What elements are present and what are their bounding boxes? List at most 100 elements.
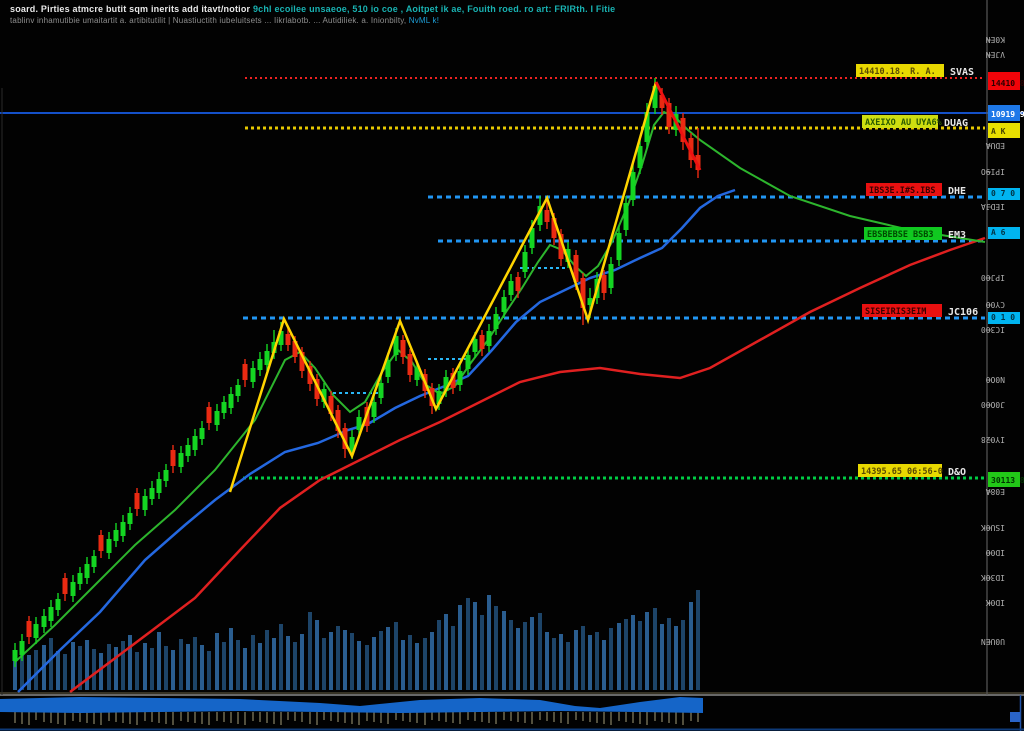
- chart-title-line1: soard. Pirties atmcre butit sqm inerits …: [10, 4, 615, 15]
- axis-tick-label: ID0O: [986, 548, 1005, 557]
- volume-bar: [179, 639, 183, 690]
- title-indicator-text: 9chl ecoilee unsaeoe, 510 io coe , Aoitp…: [252, 4, 616, 14]
- volume-bar: [444, 614, 448, 690]
- axis-price-box: [988, 472, 1020, 487]
- title-symbol-text: soard. Pirties atmcre butit sqm inerits …: [10, 4, 253, 14]
- bearish-candle: [680, 118, 686, 142]
- price-tag-text: IBS3E.I#S.IBS: [869, 186, 936, 196]
- fast-ma-line: [14, 110, 986, 663]
- volume-bar: [300, 634, 304, 690]
- volume-bar: [494, 606, 498, 690]
- bearish-candle: [407, 354, 413, 375]
- axis-price-box-text: 10919 9: [991, 110, 1024, 119]
- bullish-candle: [19, 641, 25, 655]
- volume-bar: [293, 642, 297, 690]
- price-tag-box: [856, 64, 944, 77]
- bullish-candle: [106, 539, 112, 553]
- price-tag-label: EM3: [948, 230, 966, 241]
- bearish-candle: [659, 95, 665, 108]
- axis-tick-label: K0EN: [986, 35, 1005, 44]
- bullish-candle: [501, 297, 507, 312]
- bearish-candle: [666, 103, 672, 127]
- volume-bar: [581, 626, 585, 690]
- volume-bar: [49, 638, 53, 690]
- bullish-candle: [393, 336, 399, 355]
- bullish-candle: [349, 437, 355, 452]
- volume-bar: [315, 620, 319, 690]
- bullish-candle: [163, 470, 169, 481]
- axis-tick-label: J0O00: [981, 400, 1005, 409]
- volume-bar: [645, 612, 649, 690]
- volume-bar: [207, 651, 211, 690]
- bearish-candle: [400, 340, 406, 357]
- volume-bar: [251, 635, 255, 690]
- bearish-candle: [299, 352, 305, 371]
- bullish-candle: [371, 402, 377, 417]
- bullish-candle: [149, 488, 155, 499]
- axis-price-box-text: 30113 8: [991, 476, 1024, 485]
- volume-bar: [588, 635, 592, 690]
- volume-bar: [279, 624, 283, 690]
- volume-bar: [437, 620, 441, 690]
- slow-ma-line: [69, 236, 986, 693]
- volume-bar: [20, 648, 24, 690]
- axis-tick-label: VJEN: [986, 50, 1005, 59]
- bullish-candle: [113, 530, 119, 541]
- bearish-candle: [335, 410, 341, 431]
- volume-bar: [258, 643, 262, 690]
- volume-bar: [689, 602, 693, 690]
- volume-bar: [229, 628, 233, 690]
- bearish-candle: [450, 373, 456, 388]
- volume-bar: [171, 650, 175, 690]
- volume-bar: [401, 640, 405, 690]
- bullish-candle: [587, 298, 593, 305]
- axis-price-box: [988, 188, 1020, 200]
- volume-bar: [13, 652, 17, 690]
- volume-bar: [696, 590, 700, 690]
- bullish-candle: [630, 172, 636, 200]
- axis-tick-label: N0O0: [986, 375, 1005, 384]
- axis-tick-label: ID0K: [986, 598, 1005, 607]
- bullish-candle: [178, 453, 184, 467]
- volume-bar: [451, 626, 455, 690]
- volume-bar: [379, 631, 383, 690]
- volume-bar: [574, 630, 578, 690]
- price-axis-hitzone[interactable]: [987, 0, 1024, 695]
- bullish-candle: [623, 203, 629, 230]
- volume-bar: [286, 636, 290, 690]
- axis-tick-label: E08A: [986, 487, 1005, 496]
- volume-bar: [85, 640, 89, 690]
- bullish-candle: [91, 556, 97, 567]
- volume-bar: [114, 647, 118, 690]
- bullish-candle: [127, 513, 133, 524]
- price-tag-box: [862, 304, 942, 317]
- bullish-candle: [77, 573, 83, 584]
- price-tag-box: [858, 464, 942, 477]
- volume-bar: [135, 652, 139, 690]
- volume-bar: [559, 634, 563, 690]
- bearish-candle: [342, 428, 348, 449]
- volume-bar: [222, 642, 226, 690]
- axis-tick-label: EDUA: [986, 141, 1005, 150]
- bullish-candle: [214, 411, 220, 425]
- volume-bar: [157, 632, 161, 690]
- volume-bar: [609, 628, 613, 690]
- bullish-candle: [378, 383, 384, 398]
- volume-bar: [121, 641, 125, 690]
- volume-bar: [357, 641, 361, 690]
- resize-corner-square[interactable]: [1010, 712, 1020, 722]
- volume-bar: [63, 654, 67, 690]
- bearish-candle: [573, 255, 579, 282]
- volume-bar: [480, 615, 484, 690]
- bullish-candle: [529, 228, 535, 248]
- price-tag-label: DHE: [948, 186, 966, 197]
- volume-bar: [552, 638, 556, 690]
- volume-bar: [423, 638, 427, 690]
- axis-price-box: [988, 105, 1020, 121]
- axis-tick-label: IPI9O: [981, 167, 1005, 176]
- bullish-candle: [565, 249, 571, 262]
- signal-band: [0, 697, 703, 713]
- bullish-candle: [472, 339, 478, 352]
- price-tag-box: [866, 183, 942, 196]
